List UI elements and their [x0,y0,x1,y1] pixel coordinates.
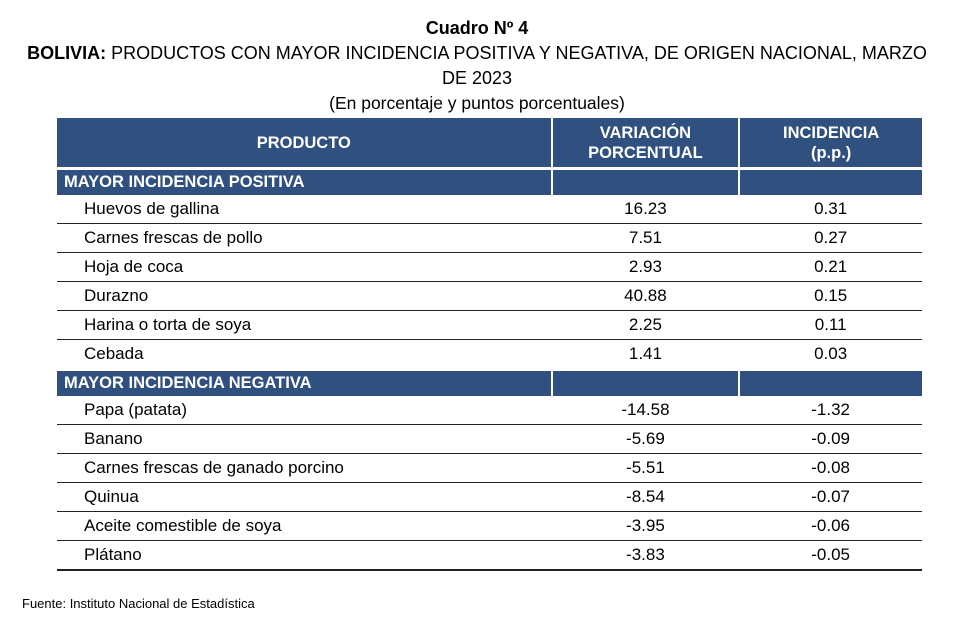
incidence-cell: 0.11 [739,310,922,340]
product-cell: Cebada [57,339,552,370]
variation-cell: -3.95 [551,511,740,541]
product-cell: Papa (patata) [57,396,552,425]
table-title: Cuadro Nº 4 [425,18,529,38]
product-cell: Huevos de gallina [57,195,552,224]
product-cell: Carnes frescas de ganado porcino [57,453,552,483]
variation-cell: 16.23 [551,195,740,224]
variation-cell: -8.54 [551,482,740,512]
variation-cell: -14.58 [551,396,740,425]
table-row: Carnes frescas de pollo 7.51 0.27 [57,223,922,253]
header-incidence-line1: INCIDENCIA [783,123,880,142]
incidence-cell: 0.15 [739,281,922,311]
product-cell: Banano [57,424,552,454]
section-empty-cell [739,368,922,396]
section-empty-cell [551,368,741,396]
table-units: (En porcentaje y puntos porcentuales) [329,93,625,113]
product-cell: Plátano [57,540,552,571]
header-row: PRODUCTO VARIACIÓN PORCENTUAL INCIDENCIA… [57,118,922,169]
section-label: MAYOR INCIDENCIA NEGATIVA [57,368,553,396]
product-cell: Carnes frescas de pollo [57,223,552,253]
header-incidence-line2: (p.p.) [810,143,852,162]
table-row: Quinua -8.54 -0.07 [57,482,922,512]
header-variation: VARIACIÓN PORCENTUAL [551,118,741,169]
section-empty-cell [739,167,922,195]
variation-cell: -5.69 [551,424,740,454]
incidence-cell: -0.09 [739,424,922,454]
incidence-cell: -0.06 [739,511,922,541]
variation-cell: -3.83 [551,540,740,571]
table-row: Huevos de gallina 16.23 0.31 [57,195,922,224]
incidence-cell: 0.27 [739,223,922,253]
variation-cell: 2.93 [551,252,740,282]
product-cell: Harina o torta de soya [57,310,552,340]
table-row: Durazno 40.88 0.15 [57,281,922,311]
section-header-row: MAYOR INCIDENCIA NEGATIVA [57,368,922,396]
incidence-cell: -1.32 [739,396,922,425]
incidence-table: PRODUCTO VARIACIÓN PORCENTUAL INCIDENCIA… [57,118,922,571]
variation-cell: 2.25 [551,310,740,340]
table-row: Cebada 1.41 0.03 [57,339,922,370]
incidence-cell: -0.07 [739,482,922,512]
product-cell: Hoja de coca [57,252,552,282]
subtitle-text: PRODUCTOS CON MAYOR INCIDENCIA POSITIVA … [106,43,927,88]
table-row: Papa (patata) -14.58 -1.32 [57,396,922,425]
incidence-cell: -0.08 [739,453,922,483]
header-variation-line2: PORCENTUAL [588,143,703,162]
section-header-row: MAYOR INCIDENCIA POSITIVA [57,167,922,195]
variation-cell: 40.88 [551,281,740,311]
incidence-cell: 0.31 [739,195,922,224]
section-empty-cell [551,167,741,195]
variation-cell: -5.51 [551,453,740,483]
source-note: Fuente: Instituto Nacional de Estadístic… [22,596,255,611]
header-variation-line1: VARIACIÓN [599,123,692,142]
table-row: Hoja de coca 2.93 0.21 [57,252,922,282]
header-product: PRODUCTO [57,118,553,169]
incidence-cell: 0.03 [739,339,922,370]
product-cell: Durazno [57,281,552,311]
table-row: Carnes frescas de ganado porcino -5.51 -0.… [57,453,922,483]
table-row: Plátano -3.83 -0.05 [57,540,922,571]
section-label: MAYOR INCIDENCIA POSITIVA [57,167,553,195]
incidence-cell: 0.21 [739,252,922,282]
product-cell: Quinua [57,482,552,512]
table-body: MAYOR INCIDENCIA POSITIVA Huevos de galli… [57,167,922,571]
variation-cell: 7.51 [551,223,740,253]
table-row: Harina o torta de soya 2.25 0.11 [57,310,922,340]
table-subtitle: BOLIVIA: PRODUCTOS CON MAYOR INCIDENCIA … [20,41,934,91]
subtitle-country: BOLIVIA: [27,43,107,63]
incidence-cell: -0.05 [739,540,922,571]
header-incidence: INCIDENCIA (p.p.) [739,118,922,169]
table-row: Banano -5.69 -0.09 [57,424,922,454]
variation-cell: 1.41 [551,339,740,370]
table-row: Aceite comestible de soya -3.95 -0.06 [57,511,922,541]
product-cell: Aceite comestible de soya [57,511,552,541]
